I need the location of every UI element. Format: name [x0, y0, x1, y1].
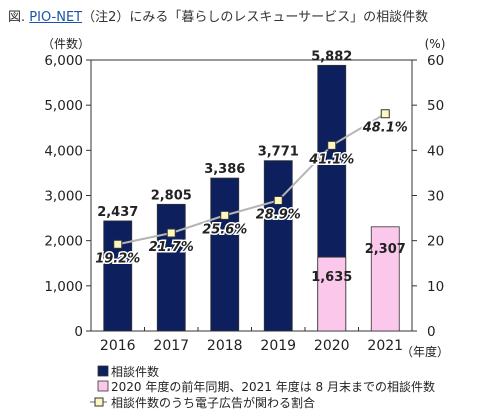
y-right-tick-label: 0 [427, 324, 436, 340]
bar-main [103, 220, 133, 332]
bar-main-label: 2,805 [151, 188, 192, 203]
legend-marker [94, 397, 104, 407]
legend-label-line: 相談件数のうち電子広告が関わる割合 [111, 395, 315, 410]
x-tick-label: 2017 [153, 338, 189, 354]
title-prefix: 図. [8, 10, 26, 25]
legend-label-main: 相談件数 [111, 364, 159, 379]
x-unit: （年度） [401, 344, 449, 359]
bar-partial-label: 1,635 [311, 270, 352, 285]
y-left-tick-label: 2,000 [44, 234, 83, 250]
bar-main-label: 3,771 [258, 145, 299, 160]
x-tick-label: 2018 [207, 338, 243, 354]
bar-main [156, 203, 186, 332]
line-point-label: 19.2% [95, 251, 140, 266]
line-marker [327, 140, 337, 150]
legend-swatch-main [97, 365, 109, 377]
line-series [117, 112, 386, 246]
line-marker [113, 239, 123, 249]
y-left-tick-label: 6,000 [44, 53, 83, 69]
y-left-tick-label: 4,000 [44, 143, 83, 159]
line-marker [380, 109, 390, 119]
x-tick-label: 2021 [367, 338, 403, 354]
y-right-tick-label: 20 [427, 234, 444, 250]
line-point-label: 25.6% [202, 222, 247, 237]
x-tick-label: 2016 [100, 338, 136, 354]
line-marker [220, 210, 230, 220]
line-point-label: 41.1% [308, 152, 354, 167]
legend-label-partial: 2020 年度の前年同期、2021 年度は 8 月末までの相談件数 [111, 379, 435, 394]
x-tick-label: 2020 [314, 338, 350, 354]
line-point-label: 21.7% [149, 240, 194, 255]
y-left-unit: （件数） [42, 36, 90, 51]
pio-net-link[interactable]: PIO-NET [29, 10, 83, 25]
plot-frame [90, 59, 413, 332]
y-right-tick-label: 50 [427, 98, 444, 114]
line-marker [166, 228, 176, 238]
line-point-label: 28.9% [256, 207, 301, 222]
y-right-tick-label: 40 [427, 143, 444, 159]
y-right-tick-label: 60 [427, 53, 444, 69]
bar-partial [370, 226, 400, 332]
title-suffix: （注2）にみる「暮らしのレスキューサービス」の相談件数 [82, 10, 429, 25]
line-point-label: 48.1% [362, 121, 408, 136]
line-marker [273, 195, 283, 205]
chart-title: 図. PIO-NET（注2）にみる「暮らしのレスキューサービス」の相談件数 [8, 6, 428, 25]
y-left-tick-label: 3,000 [44, 189, 83, 205]
bar-main-label: 5,882 [311, 49, 352, 64]
y-left-tick-label: 5,000 [44, 98, 83, 114]
bar-partial [317, 256, 347, 332]
x-tick-label: 2019 [260, 338, 296, 354]
bar-partial-label: 2,307 [365, 242, 406, 257]
bar-main [263, 160, 293, 332]
y-left-tick-label: 1,000 [44, 279, 83, 295]
legend-swatch-partial [97, 380, 109, 392]
y-right-tick-label: 30 [427, 189, 444, 205]
bar-main-label: 3,386 [204, 162, 245, 177]
y-right-tick-label: 10 [427, 279, 444, 295]
bar-main-label: 2,437 [97, 205, 138, 220]
y-left-tick-label: 0 [74, 324, 83, 340]
bar-main [210, 177, 240, 332]
y-right-unit: (%) [425, 37, 446, 51]
